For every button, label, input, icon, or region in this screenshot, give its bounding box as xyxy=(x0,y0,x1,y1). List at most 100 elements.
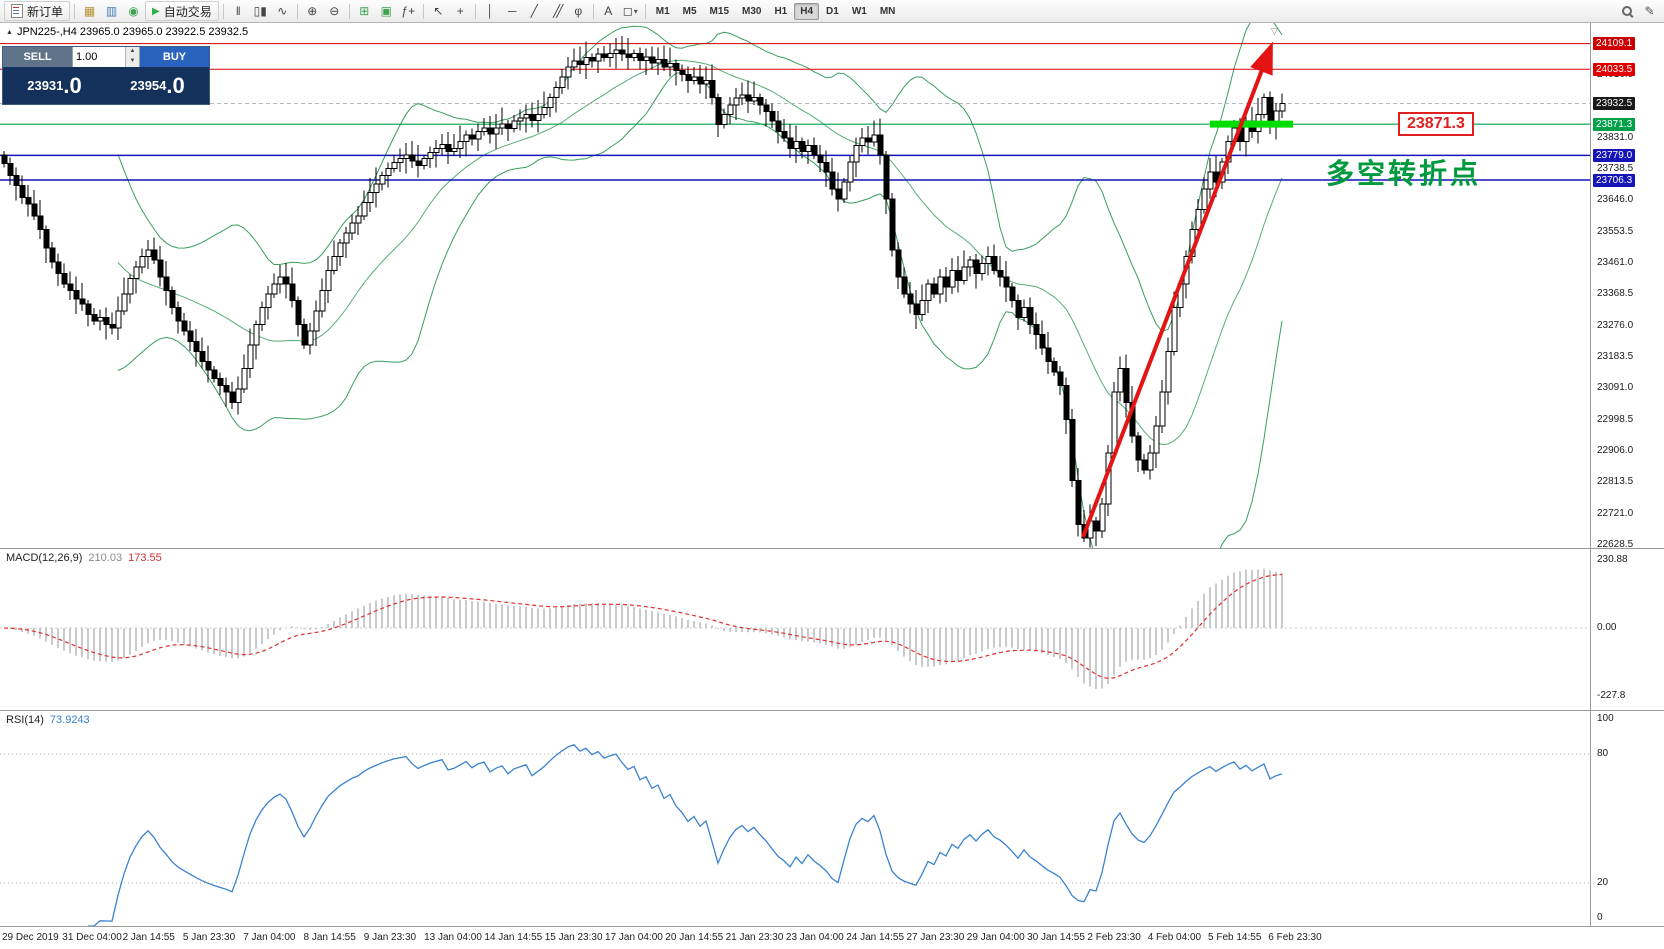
time-scale[interactable]: 29 Dec 2019 31 Dec 04:00 2 Jan 14:55 5 Jan … xyxy=(0,927,1664,949)
timeframe-m15-button[interactable]: M15 xyxy=(709,5,729,17)
price-tick: 22813.5 xyxy=(1597,476,1634,488)
rsi-indicator-canvas[interactable] xyxy=(0,711,1590,926)
bar-chart-icon[interactable]: ‖ xyxy=(235,4,241,18)
price-tick: 22998.5 xyxy=(1597,413,1634,425)
horizontal-level-lines xyxy=(0,43,1590,181)
tile-windows-icon[interactable]: ⊞ xyxy=(359,4,370,18)
horizontal-line-icon[interactable]: ─ xyxy=(507,4,517,18)
sell-price-frac: .0 xyxy=(63,72,82,98)
time-axis-label: 24 Jan 14:55 xyxy=(846,932,905,943)
rsi-value: 73.9243 xyxy=(49,714,90,726)
price-tick: 20 xyxy=(1597,877,1609,888)
macd-scale[interactable]: 230.88 0.00 -227.8 xyxy=(1591,549,1664,710)
symbol-ohlc-text: JPN225-,H4 23965.0 23965.0 23922.5 23932… xyxy=(16,26,249,38)
zoom-out-icon[interactable]: ⊖ xyxy=(329,4,340,18)
timeframe-w1-button[interactable]: W1 xyxy=(851,5,867,17)
chart-timeaxis-separator xyxy=(0,926,1664,927)
chart-annotation-text[interactable]: 多空转折点 xyxy=(1326,158,1482,189)
volume-decrease-button[interactable]: ▼ xyxy=(126,57,139,67)
time-axis-label: 13 Jan 04:00 xyxy=(424,932,482,943)
navigator-icon[interactable]: ◉ xyxy=(128,4,139,18)
time-axis-label: 31 Dec 04:00 xyxy=(62,932,122,943)
price-tick: 0.00 xyxy=(1597,622,1617,633)
time-axis-label: 21 Jan 23:30 xyxy=(725,932,784,943)
compose-icon[interactable]: ✎ xyxy=(1644,4,1655,18)
chart-shift-marker-icon[interactable]: ▽ xyxy=(1271,26,1278,36)
vertical-line-icon[interactable]: │ xyxy=(486,4,494,18)
one-click-trading-panel: SELL ▲ ▼ BUY 23931.0 23954.0 xyxy=(2,46,210,105)
time-axis-label: 17 Jan 04:00 xyxy=(605,932,663,943)
channel-icon[interactable]: ╱╱ xyxy=(553,4,563,18)
time-axis-label: 7 Jan 04:00 xyxy=(243,932,296,943)
time-axis-label: 29 Jan 04:00 xyxy=(966,932,1025,943)
price-tick: 23553.5 xyxy=(1597,225,1634,237)
time-axis-label: 15 Jan 23:30 xyxy=(544,932,603,943)
price-tick: 100 xyxy=(1597,713,1614,724)
volume-input[interactable] xyxy=(73,47,125,67)
candles-layer xyxy=(1,35,1286,548)
price-level-callout[interactable]: 23871.3 xyxy=(1398,112,1474,136)
toolbar-separator xyxy=(644,3,646,19)
crosshair-icon[interactable]: + xyxy=(456,4,464,18)
timeframe-m5-button[interactable]: M5 xyxy=(682,5,697,17)
timeframe-m30-button[interactable]: M30 xyxy=(742,5,762,17)
price-scale-separator xyxy=(1590,23,1591,926)
timeframe-h1-button[interactable]: H1 xyxy=(774,5,788,17)
rsi-label: RSI(14) 73.9243 xyxy=(6,714,90,726)
trendline-icon[interactable]: ╱ xyxy=(530,4,538,18)
macd-name: MACD(12,26,9) xyxy=(6,552,83,564)
zoom-in-icon[interactable]: ⊕ xyxy=(307,4,318,18)
buy-button[interactable]: BUY xyxy=(140,47,209,67)
rsi-scale[interactable]: 100 80 20 0 xyxy=(1591,711,1664,926)
time-axis-label: 9 Jan 23:30 xyxy=(363,932,417,943)
time-axis-label: 27 Jan 23:30 xyxy=(906,932,965,943)
sell-price[interactable]: 23931.0 xyxy=(3,67,106,104)
search-icon[interactable] xyxy=(1616,1,1637,21)
toolbar-separator xyxy=(422,3,424,19)
toolbar: 新订单 ▦ ▥ ◉ ▶ 自动交易 ‖ ▯▮ ∿ ⊕ ⊖ ⊞ ▣ ƒ+ ↖ + │ ─ ╱ ╱╱ φ A ◻ ▾ M1 M5 M15 M… xyxy=(0,0,1664,23)
text-icon[interactable]: A xyxy=(604,4,613,18)
timeframe-h4-button[interactable]: H4 xyxy=(794,2,820,20)
buy-price[interactable]: 23954.0 xyxy=(106,67,209,104)
toolbar-separator xyxy=(222,3,224,19)
sell-button[interactable]: SELL xyxy=(3,47,72,67)
price-tick: 23831.0 xyxy=(1597,131,1634,143)
sell-price-main: 23931 xyxy=(27,78,64,93)
price-tick: -227.8 xyxy=(1597,690,1626,701)
dropdown-caret-icon: ▾ xyxy=(633,6,638,16)
candlestick-chart-icon[interactable]: ▯▮ xyxy=(253,4,267,18)
shapes-dropdown-icon[interactable]: ◻ ▾ xyxy=(622,4,638,18)
time-axis-label: 14 Jan 14:55 xyxy=(484,932,543,943)
volume-increase-button[interactable]: ▲ xyxy=(126,47,139,57)
toolbar-separator xyxy=(74,3,76,19)
time-axis-label: 2 Jan 14:55 xyxy=(122,932,175,943)
price-chart-canvas[interactable] xyxy=(0,23,1590,548)
timeframe-m1-button[interactable]: M1 xyxy=(655,5,670,17)
market-watch-icon[interactable]: ▦ xyxy=(83,4,96,18)
timeframe-mn-button[interactable]: MN xyxy=(879,5,896,17)
macd-indicator-canvas[interactable] xyxy=(0,549,1590,710)
autotrading-button-label: 自动交易 xyxy=(163,4,212,19)
macd-histogram xyxy=(9,568,1283,690)
cursor-icon[interactable]: ↖ xyxy=(433,4,444,18)
fibonacci-icon[interactable]: φ xyxy=(574,4,583,18)
indicators-icon[interactable]: ƒ+ xyxy=(401,4,416,18)
cascade-windows-icon[interactable]: ▣ xyxy=(380,4,392,18)
macd-label: MACD(12,26,9) 210.03 173.55 xyxy=(6,552,162,564)
price-line-label: 24033.5 xyxy=(1593,62,1636,76)
price-tick: 23738.5 xyxy=(1597,163,1634,175)
new-order-button[interactable]: 新订单 xyxy=(4,1,71,21)
timeframe-d1-button[interactable]: D1 xyxy=(826,5,839,17)
autotrading-button[interactable]: ▶ 自动交易 xyxy=(145,1,219,21)
line-chart-icon[interactable]: ∿ xyxy=(277,4,288,18)
price-scale[interactable]: 24016.023831.023738.523646.023553.523461… xyxy=(1591,23,1664,550)
macd-rsi-separator[interactable] xyxy=(0,710,1664,711)
bollinger-middle-line xyxy=(117,59,1283,446)
new-order-button-label: 新订单 xyxy=(27,4,64,19)
price-line-label: 23932.5 xyxy=(1593,96,1636,110)
data-window-icon[interactable]: ▥ xyxy=(105,4,118,18)
time-axis-label: 5 Feb 14:55 xyxy=(1208,932,1262,943)
price-macd-separator[interactable] xyxy=(0,548,1664,549)
rsi-line xyxy=(88,744,1283,926)
toolbar-separator xyxy=(348,3,350,19)
